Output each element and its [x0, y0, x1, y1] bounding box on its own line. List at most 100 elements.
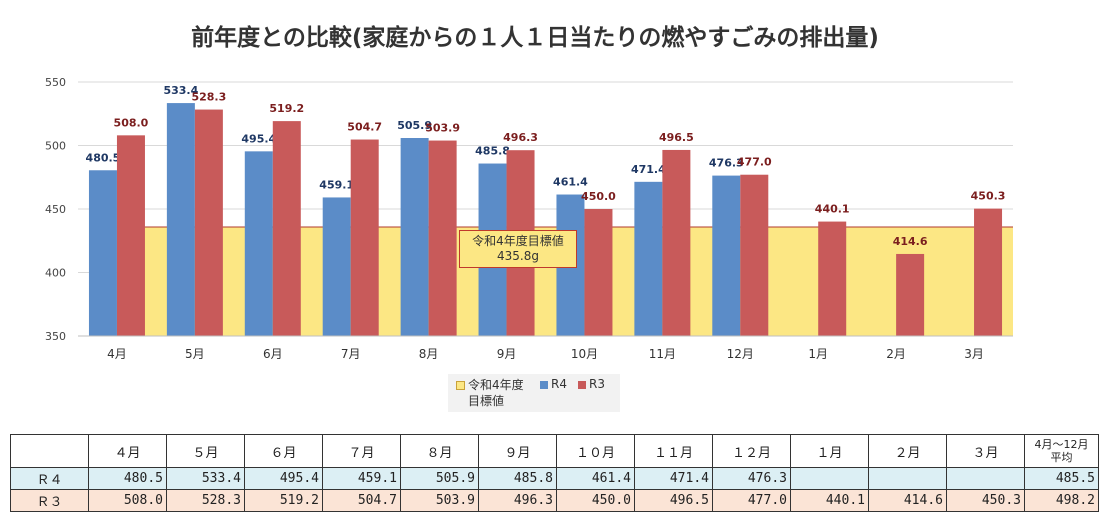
table-cell: 459.1 — [322, 467, 401, 490]
table-cell: 505.9 — [400, 467, 479, 490]
data-table: ４月 ５月 ６月 ７月 ８月 ９月 １０月 １１月 １２月 １月 ２月 ３月 4… — [10, 434, 1099, 512]
bar-r4 — [88, 170, 117, 336]
bar-r3 — [194, 109, 223, 337]
table-corner-cell — [10, 434, 89, 468]
table-cell: 440.1 — [790, 489, 869, 512]
row-label: Ｒ３ — [10, 489, 89, 512]
y-tick-label: 500 — [45, 140, 66, 153]
table-cell: 508.0 — [88, 489, 167, 512]
data-label-r3: 503.9 — [425, 122, 460, 135]
target-annotation-label: 令和4年度目標値 — [472, 234, 564, 248]
legend-swatch-r3 — [578, 381, 586, 389]
x-tick-label: 12月 — [727, 347, 754, 361]
bar-r4 — [244, 151, 273, 336]
table-header-cell: ９月 — [478, 434, 557, 468]
data-label-r4: 461.4 — [553, 176, 588, 189]
x-tick-label: 7月 — [341, 347, 361, 361]
target-annotation: 令和4年度目標値 435.8g — [459, 230, 577, 268]
table-cell: 496.5 — [634, 489, 713, 512]
data-label-r3: 450.3 — [971, 190, 1006, 203]
x-tick-label: 11月 — [649, 347, 676, 361]
x-tick-label: 2月 — [886, 347, 906, 361]
table-header-row: ４月 ５月 ６月 ７月 ８月 ９月 １０月 １１月 １２月 １月 ２月 ３月 4… — [10, 434, 1099, 468]
table-cell: 461.4 — [556, 467, 635, 490]
bar-r4 — [712, 175, 741, 336]
legend-label-r4: R4 — [551, 377, 567, 391]
data-label-r4: 480.5 — [86, 151, 121, 164]
table-row-r3: Ｒ３ 508.0 528.3 519.2 504.7 503.9 496.3 4… — [10, 489, 1099, 512]
x-tick-label: 9月 — [497, 347, 517, 361]
table-header-cell: ５月 — [166, 434, 245, 468]
table-header-cell: ８月 — [400, 434, 479, 468]
table-cell: 476.3 — [712, 467, 791, 490]
legend-item-r4: R4 — [540, 377, 567, 391]
legend-label-r3: R3 — [589, 377, 605, 391]
data-label-r3: 496.5 — [659, 131, 694, 144]
table-cell: 496.3 — [478, 489, 557, 512]
data-label-r3: 508.0 — [114, 116, 149, 129]
table-header-cell: ７月 — [322, 434, 401, 468]
data-label-r3: 504.7 — [347, 121, 382, 134]
table-cell — [868, 467, 947, 490]
bar-r3 — [818, 221, 847, 336]
data-label-r3: 450.0 — [581, 190, 616, 203]
avg-header-line2: 平均 — [1050, 451, 1073, 464]
table-row-r4: Ｒ４ 480.5 533.4 495.4 459.1 505.9 485.8 4… — [10, 467, 1099, 490]
x-tick-label: 1月 — [808, 347, 828, 361]
bar-r3 — [584, 209, 613, 336]
legend-item-target: 令和4年度 目標値 — [456, 377, 526, 409]
bar-r4 — [400, 138, 429, 336]
data-label-r3: 528.3 — [191, 91, 226, 104]
bar-r3 — [350, 139, 379, 336]
data-label-r4: 471.4 — [631, 163, 666, 176]
bar-r3 — [272, 121, 301, 336]
table-cell: 471.4 — [634, 467, 713, 490]
data-label-r3: 440.1 — [815, 203, 850, 216]
table-header-cell: ４月 — [88, 434, 167, 468]
y-tick-label: 550 — [45, 76, 66, 89]
table-cell: 503.9 — [400, 489, 479, 512]
bar-r3 — [428, 140, 457, 336]
legend-item-r3: R3 — [578, 377, 605, 391]
x-tick-label: 5月 — [185, 347, 205, 361]
legend-swatch-r4 — [540, 381, 548, 389]
bar-r4 — [634, 181, 663, 336]
table-header-cell: １１月 — [634, 434, 713, 468]
data-label-r4: 495.4 — [241, 132, 276, 145]
chart-title: 前年度との比較(家庭からの１人１日当たりの燃やすごみの排出量) — [191, 25, 879, 51]
target-annotation-value: 435.8g — [497, 249, 539, 263]
table-header-avg: 4月～12月 平均 — [1024, 434, 1099, 468]
data-label-r4: 505.9 — [397, 119, 432, 132]
x-tick-label: 10月 — [571, 347, 598, 361]
table-cell: 533.4 — [166, 467, 245, 490]
bar-r4 — [166, 103, 195, 336]
y-tick-label: 400 — [45, 267, 66, 280]
table-header-cell: １月 — [790, 434, 869, 468]
bar-r3 — [662, 149, 691, 336]
chart-legend: 令和4年度 目標値 R4 R3 — [448, 374, 620, 412]
avg-header-line1: 4月～12月 — [1034, 438, 1089, 451]
table-header-cell: ３月 — [946, 434, 1025, 468]
table-cell: 519.2 — [244, 489, 323, 512]
table-header-cell: ６月 — [244, 434, 323, 468]
table-cell: 485.8 — [478, 467, 557, 490]
bar-r3 — [896, 253, 925, 336]
x-tick-label: 4月 — [107, 347, 127, 361]
table-cell: 450.3 — [946, 489, 1025, 512]
table-cell — [946, 467, 1025, 490]
legend-label-target-1: 令和4年度 — [468, 378, 524, 392]
table-header-cell: １０月 — [556, 434, 635, 468]
table-cell-avg: 485.5 — [1024, 467, 1099, 490]
x-tick-label: 3月 — [964, 347, 984, 361]
table-header-cell: ２月 — [868, 434, 947, 468]
table-header-cell: １２月 — [712, 434, 791, 468]
table-cell: 480.5 — [88, 467, 167, 490]
data-label-r4: 533.4 — [163, 84, 198, 97]
bar-r4 — [322, 197, 351, 336]
bar-r3 — [974, 208, 1003, 336]
data-label-r3: 414.6 — [893, 235, 928, 248]
table-cell: 504.7 — [322, 489, 401, 512]
y-tick-label: 350 — [45, 330, 66, 343]
table-cell: 450.0 — [556, 489, 635, 512]
